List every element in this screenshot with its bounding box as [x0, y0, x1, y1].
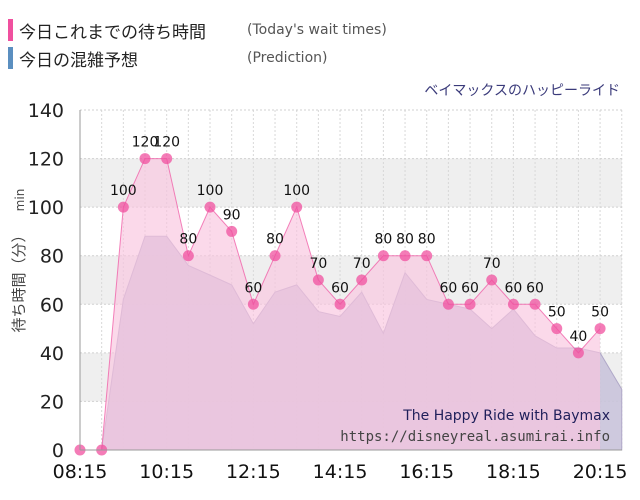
actual-point: [356, 274, 368, 286]
legend-prediction: 今日の混雑予想 (Prediction): [8, 44, 387, 72]
data-label: 80: [396, 232, 414, 248]
actual-point: [464, 298, 476, 310]
actual-point: [442, 298, 454, 310]
x-tick-label: 18:15: [486, 461, 541, 483]
data-label: 90: [223, 207, 241, 223]
data-label: 70: [353, 256, 371, 272]
y-axis-label-main: 待ち時間（分）: [10, 227, 28, 332]
actual-point: [594, 323, 606, 335]
actual-point: [312, 274, 324, 286]
y-tick-label: 40: [40, 343, 64, 365]
ride-name: ベイマックスのハッピーライド: [424, 83, 620, 99]
data-label: 100: [197, 183, 224, 199]
y-tick-label: 60: [40, 294, 64, 316]
actual-point: [117, 201, 129, 213]
data-label: 70: [483, 256, 501, 272]
data-label: 100: [283, 183, 310, 199]
x-tick-label: 20:15: [573, 461, 628, 483]
x-tick-label: 16:15: [399, 461, 454, 483]
actual-point: [226, 225, 238, 237]
actual-point: [421, 250, 433, 262]
y-tick-label: 100: [28, 197, 64, 219]
actual-point: [507, 298, 519, 310]
actual-point: [399, 250, 411, 262]
data-label: 50: [591, 305, 609, 321]
data-label: 100: [110, 183, 137, 199]
actual-point: [269, 250, 281, 262]
actual-point: [247, 298, 259, 310]
y-axis-label: 待ち時間（分） min: [10, 189, 28, 333]
y-tick-label: 120: [28, 149, 64, 171]
legend-prediction-label: 今日の混雑予想: [19, 50, 138, 71]
data-label: 70: [309, 256, 327, 272]
actual-point: [486, 274, 498, 286]
y-tick-label: 20: [40, 391, 64, 413]
actual-point: [529, 298, 541, 310]
data-label: 60: [504, 280, 522, 296]
actual-point: [551, 323, 563, 335]
data-label: 80: [266, 232, 284, 248]
data-label: 80: [374, 232, 392, 248]
legend-actual-sub: (Today's wait times): [247, 22, 387, 38]
y-tick-label: 140: [28, 100, 64, 122]
legend-actual-label: 今日これまでの待ち時間: [19, 22, 206, 43]
legend: 今日これまでの待ち時間 (Today's wait times) 今日の混雑予想…: [8, 16, 387, 72]
data-label: 60: [461, 280, 479, 296]
actual-point: [139, 153, 151, 165]
legend-actual: 今日これまでの待ち時間 (Today's wait times): [8, 16, 387, 44]
y-tick-label: 0: [52, 440, 64, 462]
actual-point: [377, 250, 389, 262]
legend-actual-swatch: [8, 19, 13, 41]
data-label: 60: [439, 280, 457, 296]
data-label: 80: [418, 232, 436, 248]
data-label: 60: [244, 280, 262, 296]
x-tick-label: 10:15: [139, 461, 194, 483]
watermark-url: https://disneyreal.asumirai.info: [340, 429, 610, 445]
y-tick-label: 80: [40, 246, 64, 268]
legend-prediction-sub: (Prediction): [247, 50, 328, 66]
legend-prediction-swatch: [8, 47, 13, 69]
actual-point: [291, 201, 303, 213]
data-label: 60: [331, 280, 349, 296]
watermark-title: The Happy Ride with Baymax: [402, 408, 610, 424]
actual-point: [161, 153, 173, 165]
data-label: 120: [132, 135, 159, 151]
x-tick-label: 14:15: [313, 461, 368, 483]
data-label: 60: [526, 280, 544, 296]
data-label: 50: [548, 305, 566, 321]
actual-point: [572, 347, 584, 359]
actual-point: [182, 250, 194, 262]
x-tick-label: 12:15: [226, 461, 281, 483]
actual-point: [204, 201, 216, 213]
x-tick-label: 08:15: [53, 461, 108, 483]
data-label: 40: [569, 329, 587, 345]
data-label: 80: [179, 232, 197, 248]
data-label: 120: [153, 135, 180, 151]
y-axis-label-unit: min: [13, 189, 27, 212]
actual-point: [334, 298, 346, 310]
